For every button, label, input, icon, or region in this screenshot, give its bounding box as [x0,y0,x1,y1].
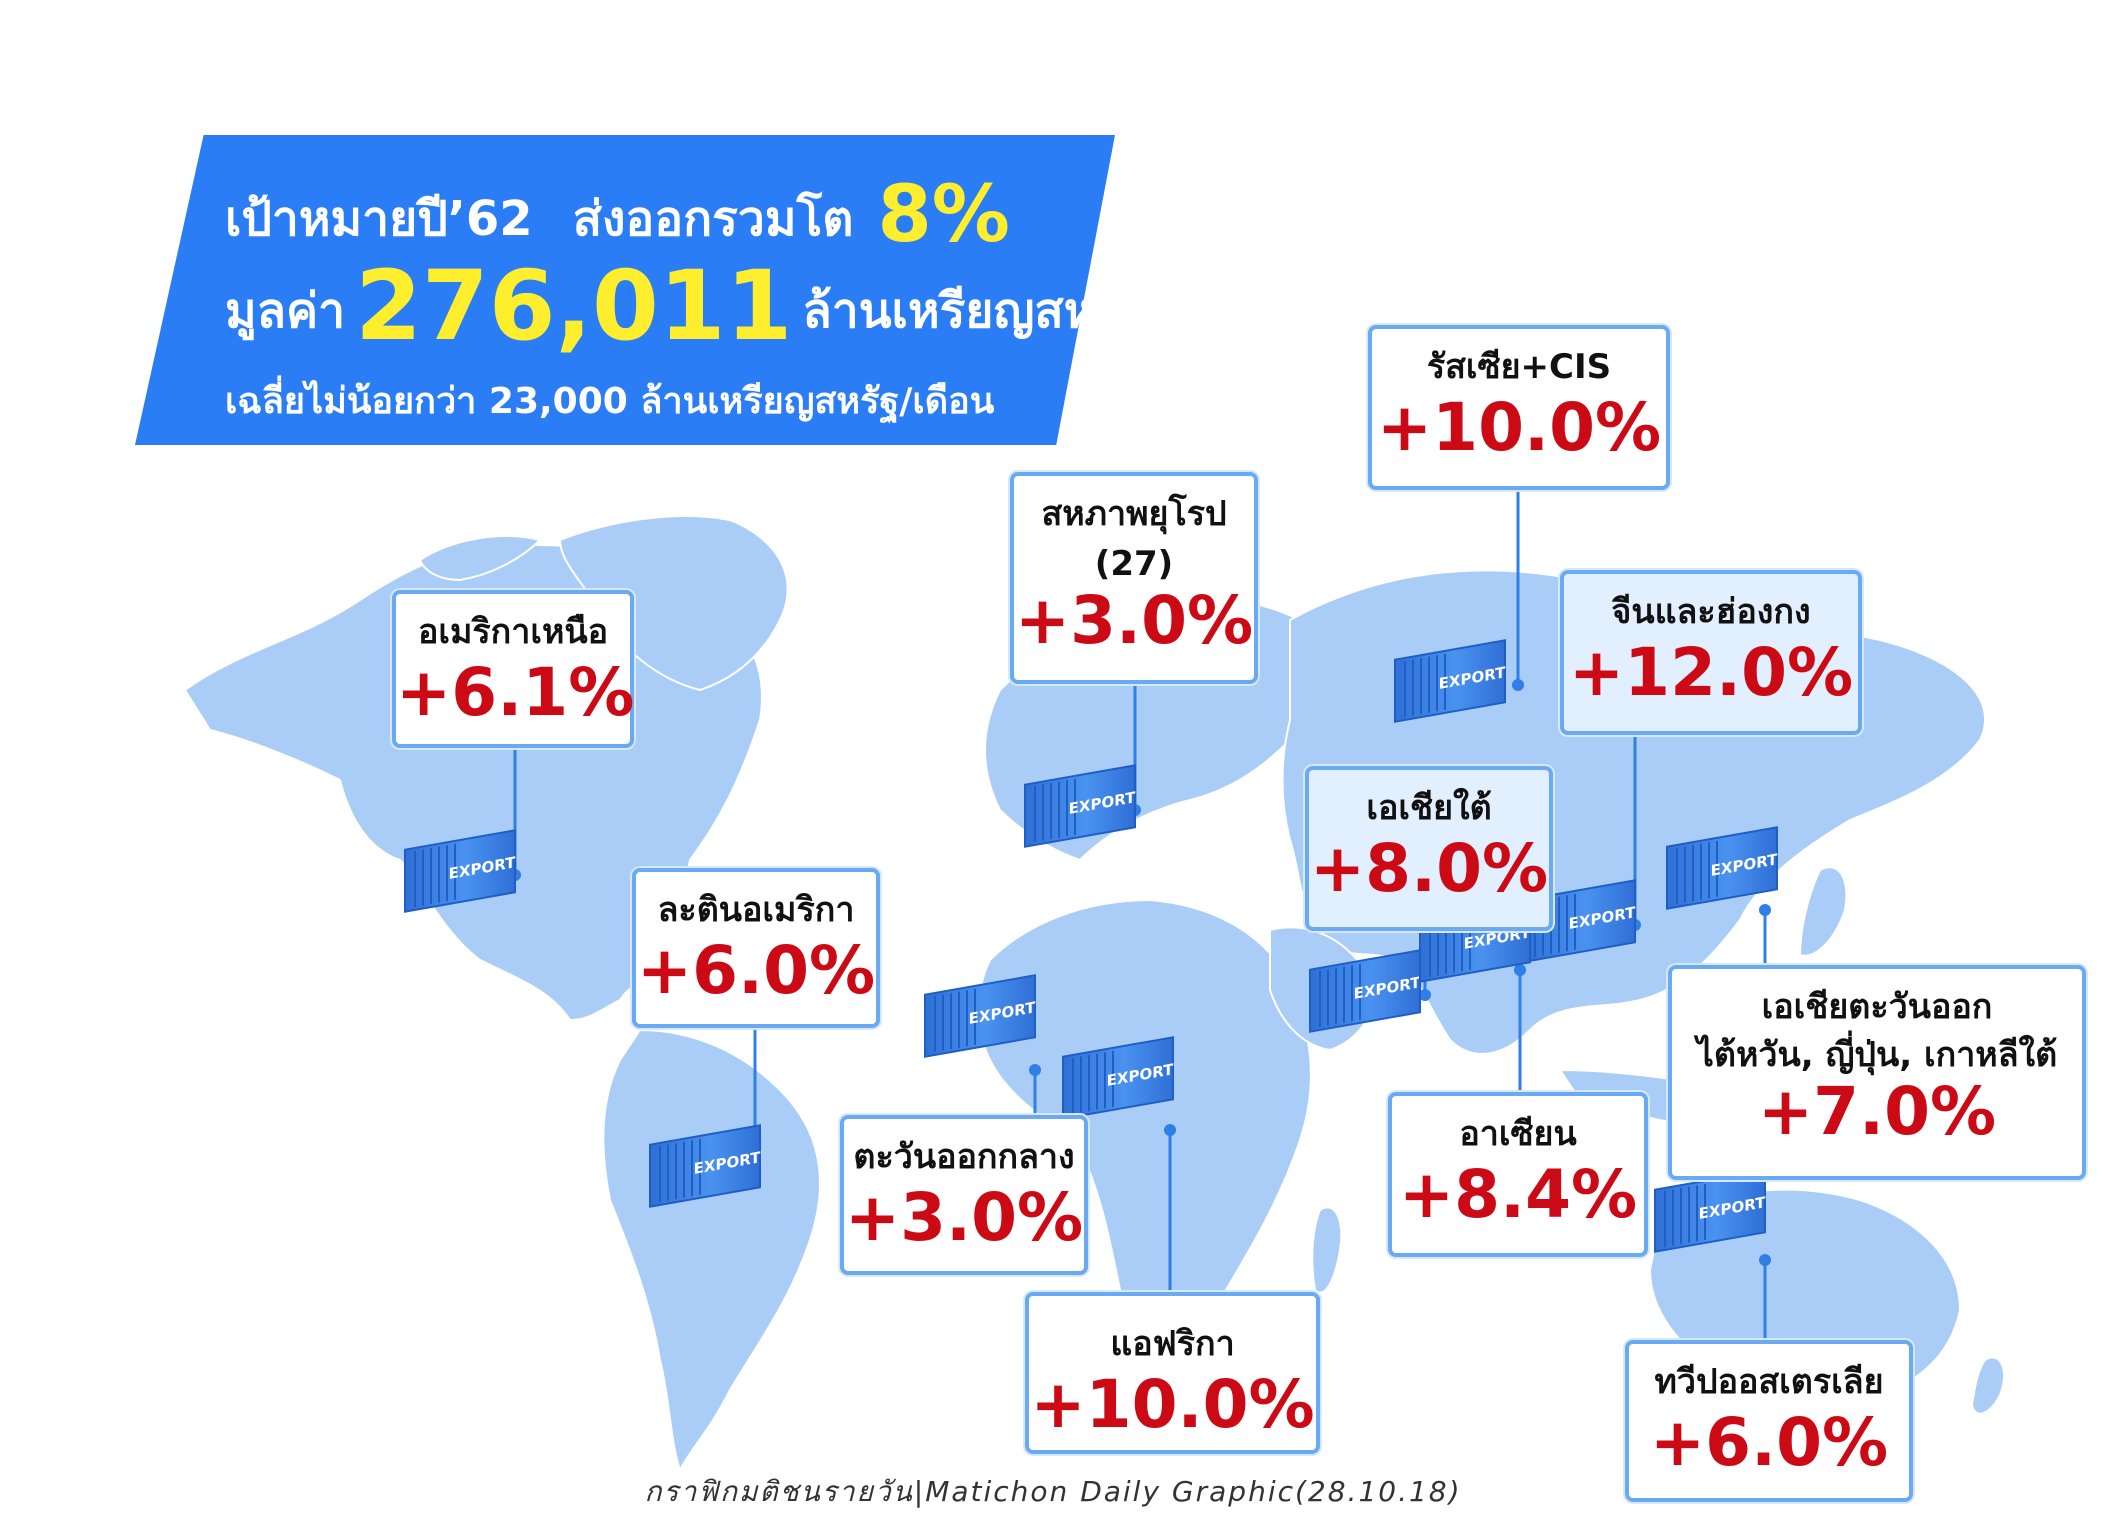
region-value: +8.4% [1398,1156,1638,1233]
banner-value-label: มูลค่า [225,283,346,339]
region-name: จีนและฮ่องกง [1611,592,1811,632]
region-name: อาเซียน [1459,1114,1577,1154]
container-latin-america: EXPORT [649,1124,761,1208]
banner-line-1: เป้าหมายปี’62 ส่งออกรวมโต 8% [225,170,1010,260]
source-caption: กราฟิกมติชนรายวัน|Matichon Daily Graphic… [644,1475,1462,1508]
region-name: ตะวันออกกลาง [853,1137,1075,1177]
region-asean: อาเซียน +8.4% [1388,1092,1648,1257]
region-value: +8.0% [1309,830,1549,907]
banner-growth-value: 8% [877,170,1010,260]
banner-line-2: มูลค่า 276,011 ล้านเหรียญสหรัฐ [225,250,1148,362]
container-oceania: EXPORT [1654,1169,1766,1253]
region-value: +12.0% [1568,634,1854,711]
dot-africa [1164,1124,1176,1136]
container-south-asia: EXPORT [1309,949,1421,1033]
region-name-sub: ไต้หวัน, ญี่ปุ่น, เกาหลีใต้ [1696,1035,2058,1075]
arctic-islands [418,535,542,582]
region-africa: แอฟริกา +10.0% [1025,1292,1320,1454]
region-latin-america: ละตินอเมริกา +6.0% [632,868,880,1028]
container-russia: EXPORT [1394,639,1506,723]
dot-east-asia [1759,904,1771,916]
banner-value-number: 276,011 [355,250,793,362]
region-name: เอเชียตะวันออก [1761,987,1993,1027]
region-name: แอฟริกา [1110,1324,1235,1364]
container-north-america: EXPORT [404,829,516,913]
region-russia-cis: รัสเซีย+CIS +10.0% [1368,325,1670,490]
region-value: +6.0% [636,932,876,1009]
banner-target-year: เป้าหมายปี’62 [225,191,533,247]
dot-asean [1514,964,1526,976]
container-east-asia: EXPORT [1666,826,1778,910]
banner-monthly-average: เฉลี่ยไม่น้อยกว่า 23,000 ล้านเหรียญสหรัฐ… [225,381,995,422]
region-value: +6.1% [396,654,635,731]
region-name: ทวีปออสเตรเลีย [1654,1362,1884,1402]
region-name: สหภาพยุโรป [1041,494,1227,534]
dot-south-asia [1419,989,1431,1001]
region-value: +10.0% [1030,1366,1315,1443]
dot-oceania [1759,1254,1771,1266]
new-zealand-landmass [1970,1356,2005,1415]
dot-russia [1512,679,1524,691]
region-value: +10.0% [1376,389,1662,466]
japan-landmass [1798,866,1848,957]
container-eu: EXPORT [1024,764,1136,848]
container-middle-east: EXPORT [924,974,1036,1058]
banner-growth-label: ส่งออกรวมโต [572,191,854,247]
region-value: +7.0% [1757,1073,1997,1150]
region-south-asia: เอเชียใต้ +8.0% [1305,766,1553,931]
region-china-hong-kong: จีนและฮ่องกง +12.0% [1560,570,1862,735]
region-name: ละตินอเมริกา [657,890,855,930]
region-value: +6.0% [1649,1404,1889,1481]
region-east-asia: เอเชียตะวันออก ไต้หวัน, ญี่ปุ่น, เกาหลีใ… [1668,965,2086,1180]
region-name: อเมริกาเหนือ [417,612,609,652]
region-name: เอเชียใต้ [1366,788,1492,828]
region-name-sub: (27) [1094,544,1174,584]
region-oceania: ทวีปออสเตรเลีย +6.0% [1625,1340,1913,1502]
container-africa: EXPORT [1062,1036,1174,1120]
region-value: +3.0% [1014,582,1254,659]
dot-middle-east [1029,1064,1041,1076]
region-middle-east: ตะวันออกกลาง +3.0% [840,1115,1088,1275]
banner-value-unit: ล้านเหรียญสหรัฐ [802,283,1148,339]
target-banner [135,135,1115,445]
region-north-america: อเมริกาเหนือ +6.1% [392,590,634,748]
region-eu: สหภาพยุโรป (27) +3.0% [1010,472,1258,684]
madagascar-landmass [1311,1206,1343,1294]
region-name: รัสเซีย+CIS [1426,347,1612,387]
region-value: +3.0% [844,1179,1084,1256]
south-america-landmass [602,1028,821,1473]
